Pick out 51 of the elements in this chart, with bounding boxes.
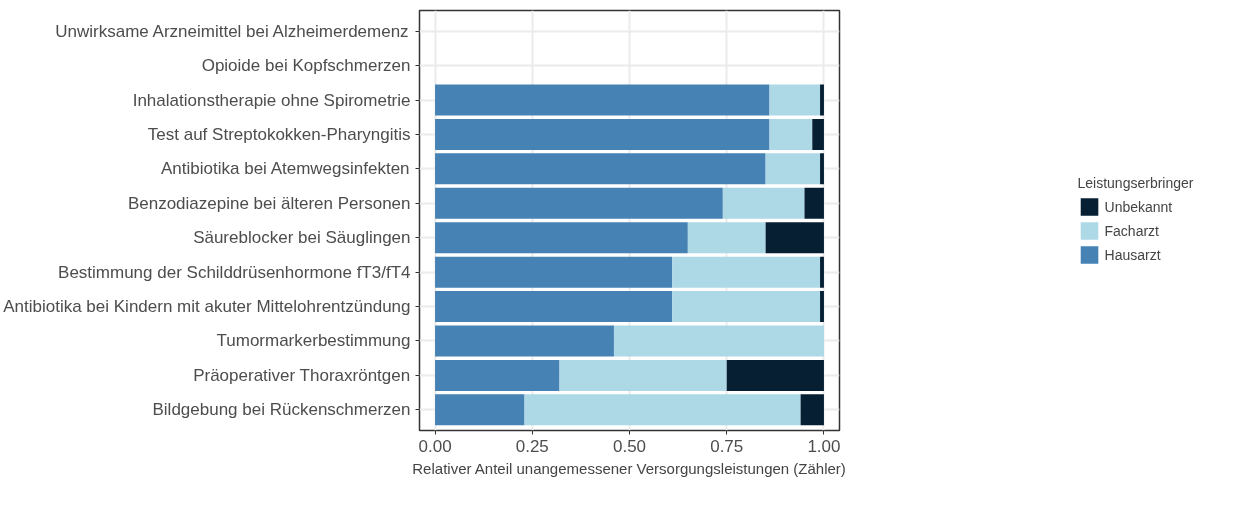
y-tick-label: Antibiotika bei Atemwegsinfekten [161, 159, 410, 179]
bar [800, 394, 824, 426]
y-tick-label: Säureblocker bei Säuglingen [193, 228, 411, 248]
y-tick-label: Präoperativer Thoraxröntgen [193, 365, 411, 385]
bar [769, 118, 813, 150]
bar [687, 222, 766, 254]
bar [435, 222, 688, 254]
bar [765, 222, 824, 254]
bar [435, 394, 525, 426]
y-tick-label: Bildgebung bei Rückenschmerzen [152, 400, 411, 420]
bar [726, 359, 824, 391]
y-tick-label: Tumormarkerbestimmung [216, 331, 411, 351]
bar [820, 153, 824, 185]
bar [672, 256, 821, 288]
x-tick-label: 0.00 [418, 436, 452, 456]
legend-label: Facharzt [1104, 222, 1159, 239]
bar [435, 325, 614, 357]
x-axis-title: Relativer Anteil unangemessener Versorgungsleistungen (Zähler) [412, 459, 846, 477]
bar [435, 84, 770, 116]
x-tick-label: 0.75 [710, 436, 744, 456]
bar [820, 291, 824, 323]
bar [613, 325, 824, 357]
y-tick-label: Inhalationstherapie ohne Spirometrie [132, 90, 411, 110]
bar [672, 291, 821, 323]
bar [820, 84, 824, 116]
legend-title: Leistungserbringer [1077, 174, 1194, 191]
bar [435, 359, 560, 391]
bar [804, 187, 824, 219]
bar [812, 118, 824, 150]
bar [435, 153, 766, 185]
bar [769, 84, 821, 116]
y-tick-label: Opioide bei Kopfschmerzen [201, 56, 411, 76]
y-tick-label: Benzodiazepine bei älteren Personen [127, 193, 411, 213]
y-tick-label: Antibiotika bei Kindern mit akuter Mittelohrentzündung [3, 297, 411, 317]
bar [820, 256, 824, 288]
bar [435, 256, 673, 288]
legend-label: Hausarzt [1104, 246, 1161, 263]
y-tick-label: Test auf Streptokokken-Pharyngitis [147, 124, 411, 144]
bar [435, 291, 673, 323]
legend-label: Unbekannt [1104, 198, 1173, 215]
y-tick-label: Bestimmung der Schilddrüsenhormone fT3/fT4 [58, 262, 411, 282]
y-tick-label: Unwirksame Arzneimittel bei Alzheimerdemenz [55, 21, 409, 41]
bar [765, 153, 821, 185]
bar [524, 394, 801, 426]
bar [435, 118, 770, 150]
bar [559, 359, 727, 391]
x-tick-label: 0.50 [612, 436, 647, 456]
bar [435, 187, 723, 219]
x-tick-label: 0.25 [515, 436, 549, 456]
bar [722, 187, 805, 219]
x-tick-label: 1.00 [807, 436, 841, 456]
